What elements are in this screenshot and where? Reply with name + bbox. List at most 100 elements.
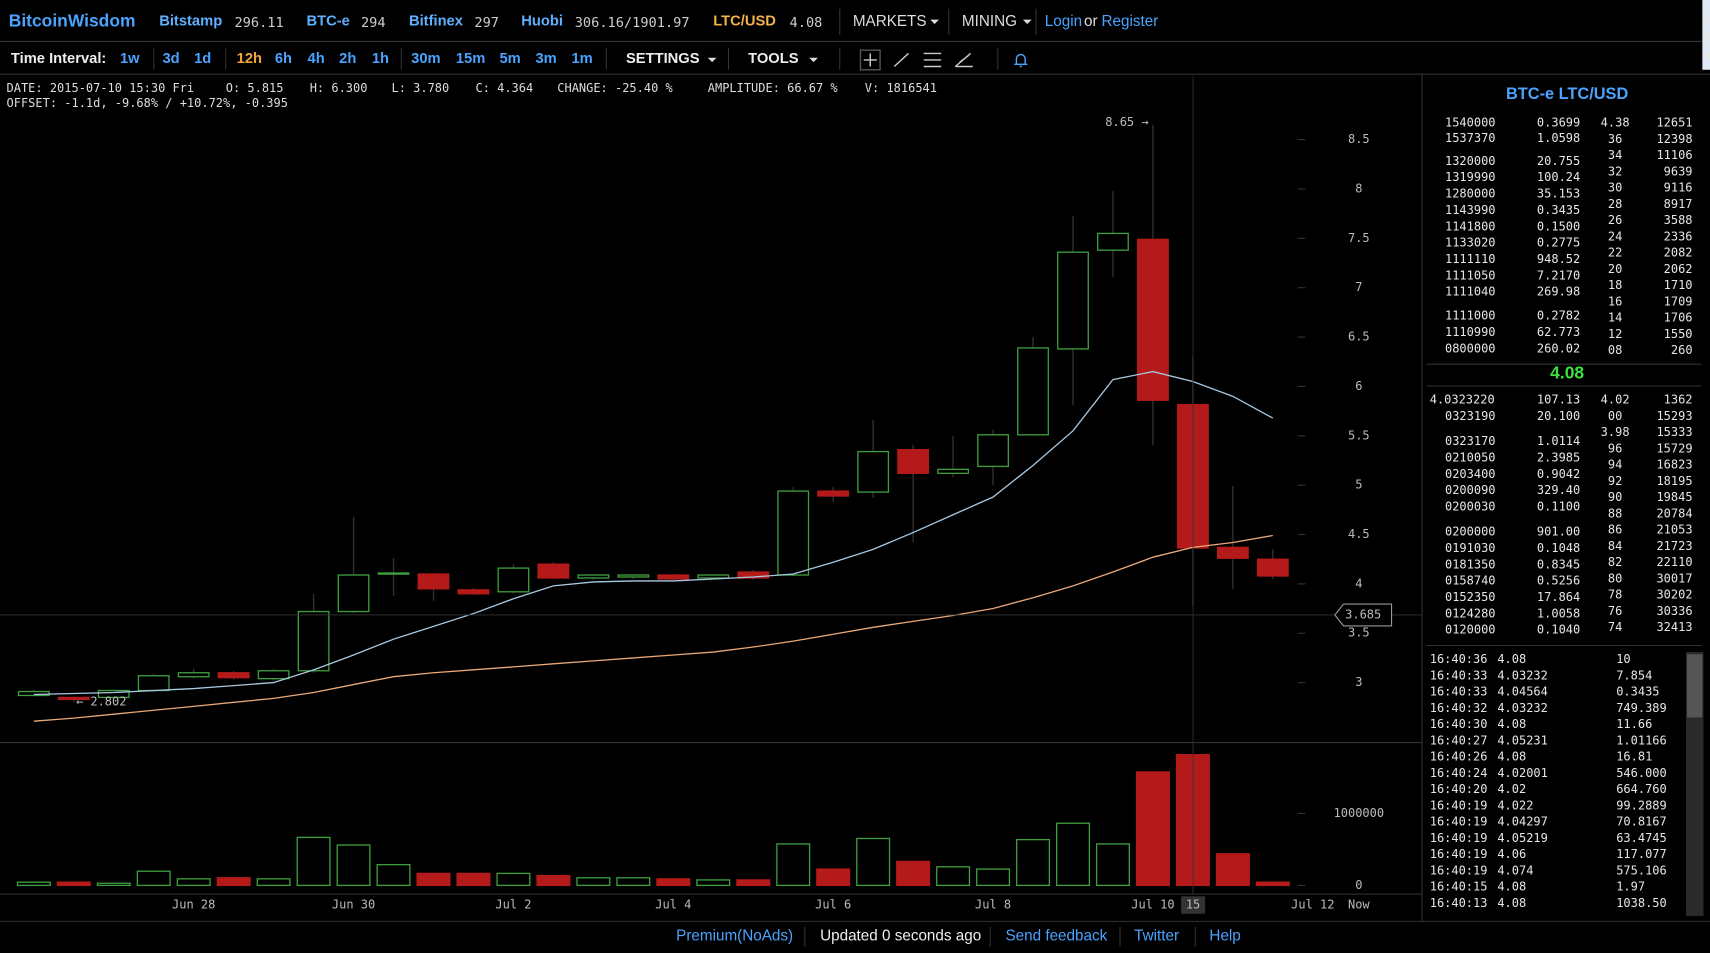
ask-price: 0800000 bbox=[1445, 341, 1496, 355]
trade-price: 4.04564 bbox=[1497, 685, 1548, 699]
ask-depth: 12398 bbox=[1656, 132, 1692, 146]
ask-depth: 9116 bbox=[1664, 181, 1693, 195]
bid-depth: 19845 bbox=[1656, 490, 1692, 504]
login-link[interactable]: Login bbox=[1045, 13, 1082, 30]
interval[interactable]: 1h bbox=[372, 51, 389, 67]
interval[interactable]: 5m bbox=[499, 51, 520, 67]
footer-item[interactable]: Twitter bbox=[1134, 928, 1179, 945]
bid-depth: 30336 bbox=[1656, 604, 1692, 618]
candle-body bbox=[497, 567, 530, 593]
ask-scale: 14 bbox=[1608, 311, 1622, 325]
candle-body bbox=[1216, 546, 1249, 559]
ask-scale: 18 bbox=[1608, 278, 1622, 292]
interval[interactable]: 1w bbox=[120, 51, 140, 67]
bid-price: 4.0323220 bbox=[1430, 393, 1495, 407]
footer-item: Updated 0 seconds ago bbox=[820, 928, 981, 945]
brand[interactable]: BitcoinWisdom bbox=[9, 10, 136, 30]
edge-letter: D bbox=[1703, 12, 1710, 26]
interval[interactable]: 6h bbox=[275, 51, 292, 67]
trade-price: 4.04297 bbox=[1497, 815, 1548, 829]
bid-amount: 0.1040 bbox=[1537, 623, 1580, 637]
bid-amount: 0.9042 bbox=[1537, 467, 1580, 481]
toolbar-menu[interactable]: TOOLS bbox=[748, 51, 799, 67]
menu[interactable]: MARKETS bbox=[853, 13, 927, 30]
trade-price: 4.05219 bbox=[1497, 831, 1548, 845]
trade-price: 4.02001 bbox=[1497, 766, 1548, 780]
volume-bar bbox=[1095, 843, 1130, 887]
candle-body bbox=[57, 696, 90, 701]
y-tick-label: 8 bbox=[1355, 181, 1362, 195]
bid-amount: 1.0114 bbox=[1537, 434, 1580, 448]
interval[interactable]: 4h bbox=[308, 51, 325, 67]
line-tool[interactable] bbox=[893, 52, 909, 68]
candle-body bbox=[617, 574, 650, 578]
footer-item[interactable]: Premium(NoAds) bbox=[676, 928, 793, 945]
ticker-name[interactable]: LTC/USD bbox=[713, 14, 776, 30]
trade-price: 4.06 bbox=[1497, 847, 1526, 861]
bid-scale: 96 bbox=[1608, 441, 1622, 455]
scrollbar[interactable] bbox=[1686, 652, 1704, 916]
x-tick-label: Jun 28 bbox=[172, 898, 215, 912]
trade-price: 4.022 bbox=[1497, 798, 1533, 812]
volume-bar bbox=[416, 872, 451, 887]
interval[interactable]: 30m bbox=[411, 51, 440, 67]
volume-bar bbox=[256, 878, 291, 887]
ask-amount: 260.02 bbox=[1537, 341, 1580, 355]
trade-time: 16:40:24 bbox=[1430, 766, 1488, 780]
ticker-name[interactable]: Huobi bbox=[521, 14, 563, 30]
interval[interactable]: 15m bbox=[456, 51, 485, 67]
ask-scale: 34 bbox=[1608, 148, 1622, 162]
ask-amount: 62.773 bbox=[1537, 325, 1580, 339]
ask-scale: 20 bbox=[1608, 262, 1622, 276]
bid-scale: 92 bbox=[1608, 474, 1622, 488]
ticker-name[interactable]: BTC-e bbox=[306, 14, 349, 30]
candle-body bbox=[217, 672, 250, 679]
ticker-value: 294 bbox=[361, 15, 386, 31]
crosshair-x-box bbox=[1181, 896, 1206, 914]
bid-scale: 00 bbox=[1608, 409, 1622, 423]
bid-scale: 88 bbox=[1608, 506, 1622, 520]
or-text: or bbox=[1084, 13, 1098, 30]
ticker-name[interactable]: Bitfinex bbox=[409, 14, 464, 30]
toolbar-menu[interactable]: SETTINGS bbox=[626, 51, 700, 67]
y-tick-label: 7.5 bbox=[1348, 231, 1370, 245]
interval[interactable]: 3m bbox=[535, 51, 556, 67]
menu[interactable]: MINING bbox=[962, 13, 1017, 30]
moving-average bbox=[33, 370, 1274, 696]
ask-depth: 2062 bbox=[1664, 262, 1693, 276]
ask-amount: 7.2170 bbox=[1537, 268, 1580, 282]
volume-bar bbox=[96, 882, 131, 887]
interval[interactable]: 2h bbox=[339, 51, 356, 67]
tool-icons[interactable] bbox=[859, 49, 1028, 71]
footer-item[interactable]: Help bbox=[1209, 928, 1240, 945]
interval[interactable]: 3d bbox=[162, 51, 179, 67]
crosshair-tool[interactable] bbox=[859, 49, 881, 71]
trade-price: 4.074 bbox=[1497, 863, 1533, 877]
ask-amount: 0.2775 bbox=[1537, 236, 1580, 250]
trade-time: 16:40:20 bbox=[1430, 782, 1488, 796]
bid-amount: 0.8345 bbox=[1537, 557, 1580, 571]
ticker-name[interactable]: Bitstamp bbox=[159, 14, 222, 30]
ask-scale: 12 bbox=[1608, 327, 1622, 341]
fib-tool[interactable] bbox=[954, 52, 973, 68]
bid-price: 0200090 bbox=[1445, 483, 1496, 497]
interval[interactable]: 1d bbox=[194, 51, 211, 67]
scrollbar-thumb[interactable] bbox=[1687, 654, 1703, 718]
ask-scale: 30 bbox=[1608, 181, 1622, 195]
candle-body bbox=[537, 563, 570, 579]
y-tick-label: 7 bbox=[1355, 280, 1362, 294]
trade-amount: 63.4745 bbox=[1616, 831, 1667, 845]
trade-time: 16:40:19 bbox=[1430, 863, 1488, 877]
bid-scale: 3.98 bbox=[1601, 425, 1630, 439]
footer-item[interactable]: Send feedback bbox=[1005, 928, 1107, 945]
interval[interactable]: 1m bbox=[571, 51, 592, 67]
alert-tool[interactable] bbox=[1014, 53, 1028, 68]
volume-bar bbox=[1215, 853, 1250, 887]
trade-amount: 664.760 bbox=[1616, 782, 1667, 796]
interval[interactable]: 12h bbox=[237, 51, 262, 67]
register-link[interactable]: Register bbox=[1101, 13, 1158, 30]
ticker-value: 306.16/1901.97 bbox=[575, 15, 690, 31]
hline-tool[interactable] bbox=[923, 52, 942, 68]
volume-bar bbox=[936, 866, 971, 887]
bid-price: 0152350 bbox=[1445, 590, 1496, 604]
